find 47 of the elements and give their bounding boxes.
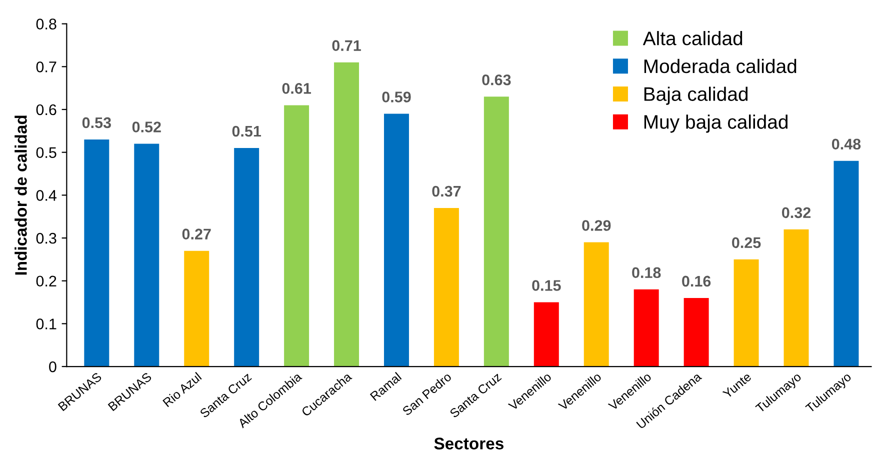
- y-tick-label: 0.6: [36, 104, 56, 116]
- bar: [184, 250, 210, 367]
- bar: [684, 298, 709, 367]
- data-label: 0.18: [632, 267, 661, 278]
- x-axis-title: Sectores: [434, 438, 504, 450]
- legend-label: Moderada calidad: [644, 58, 796, 74]
- y-axis-title: Indicador de calidad: [14, 116, 27, 275]
- bar: [534, 302, 559, 367]
- y-tick-label: 0.2: [36, 276, 56, 287]
- bar: [334, 62, 360, 367]
- bar: [584, 242, 609, 367]
- y-tick-label: 0: [49, 361, 56, 372]
- y-tick-label: 0.5: [36, 147, 56, 158]
- legend-label: Alta calidad: [642, 31, 742, 46]
- data-label: 0.25: [732, 237, 761, 248]
- data-label: 0.37: [432, 186, 461, 197]
- data-label: 0.63: [482, 74, 511, 86]
- y-tick-label: 0.4: [36, 190, 57, 201]
- bar: [784, 229, 809, 367]
- bar: [484, 96, 509, 367]
- bar: [284, 105, 310, 367]
- bar: [134, 144, 160, 367]
- bar: [834, 160, 859, 367]
- y-tick-label: 0.3: [36, 232, 56, 244]
- legend-label: Baja calidad: [644, 86, 748, 105]
- data-label: 0.32: [782, 207, 811, 218]
- data-label: 0.51: [232, 126, 262, 137]
- bar: [734, 259, 759, 367]
- data-label: 0.61: [282, 83, 311, 94]
- bar: [434, 208, 459, 367]
- data-label: 0.48: [832, 138, 861, 150]
- legend-label: Muy baja calidad: [644, 114, 788, 133]
- data-label: 0.59: [382, 92, 411, 102]
- data-label: 0.53: [82, 117, 111, 128]
- data-label: 0.71: [332, 40, 361, 52]
- y-tick-label: 0.7: [36, 62, 56, 72]
- bar: [234, 148, 260, 367]
- bar: [634, 289, 659, 367]
- y-tick-label: 0.8: [36, 18, 56, 30]
- data-label: 0.29: [582, 220, 611, 231]
- y-tick-label: 0.1: [36, 318, 56, 330]
- data-label: 0.15: [532, 280, 561, 291]
- data-label: 0.16: [682, 276, 711, 287]
- data-label: 0.52: [132, 122, 161, 132]
- data-label: 0.27: [182, 228, 211, 240]
- bar: [84, 139, 110, 367]
- bar: [384, 114, 409, 367]
